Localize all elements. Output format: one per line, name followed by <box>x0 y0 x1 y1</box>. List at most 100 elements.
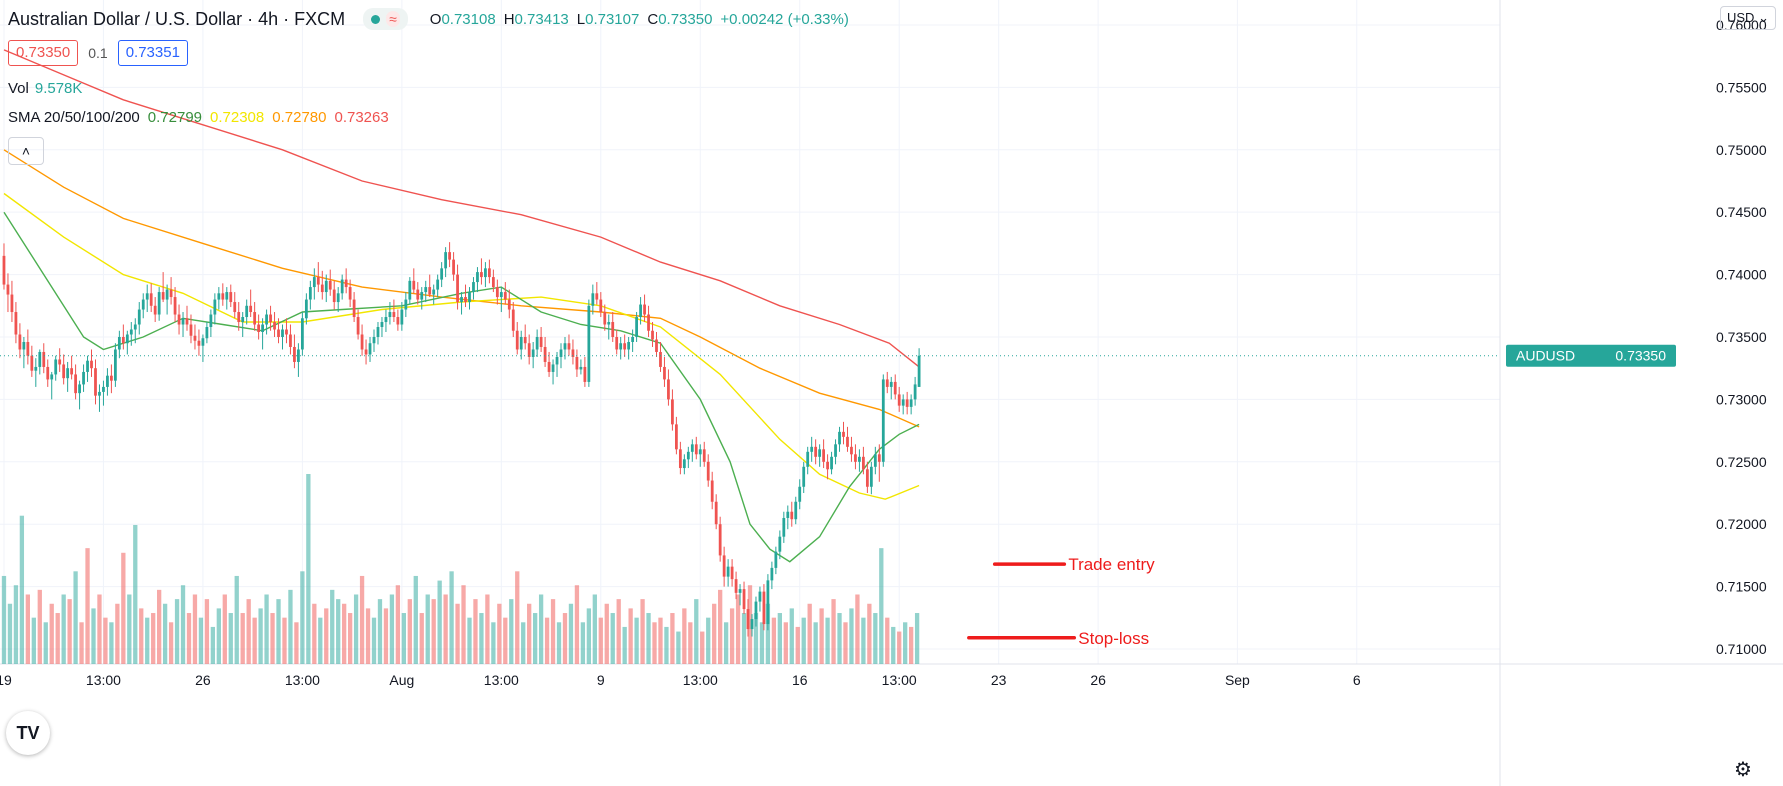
candle-body <box>237 312 241 323</box>
symbol-title[interactable]: Australian Dollar / U.S. Dollar · 4h · F… <box>8 8 346 29</box>
volume-bar <box>157 589 162 664</box>
candle-body <box>714 501 718 525</box>
sell-price-button[interactable]: 0.73350 <box>8 40 79 66</box>
candle <box>499 287 503 313</box>
candle <box>436 274 440 298</box>
volume-bar <box>246 599 251 664</box>
candle-body <box>66 368 70 379</box>
candle <box>480 258 483 285</box>
candle-body <box>893 381 897 395</box>
candle <box>611 312 615 342</box>
candle <box>145 284 149 313</box>
candle <box>511 302 515 337</box>
candle-body <box>754 601 758 620</box>
market-status[interactable]: ≈ <box>363 8 408 30</box>
candle-body <box>165 289 169 300</box>
candle <box>233 292 237 319</box>
candle-body <box>70 368 74 375</box>
candle <box>818 444 822 467</box>
volume-bar <box>467 617 472 664</box>
candle <box>519 330 523 360</box>
candle <box>495 279 499 305</box>
volume-legend[interactable]: Vol 9.578K <box>8 80 82 97</box>
candle <box>197 329 201 356</box>
candle-body <box>185 318 189 325</box>
time-tick-label: 19 <box>0 672 12 688</box>
ohlc-open: O0.73108 <box>429 10 496 28</box>
volume-bar <box>509 599 514 664</box>
candle-body <box>173 297 177 315</box>
candle-body <box>480 272 483 278</box>
volume-bar <box>634 617 639 664</box>
candle <box>579 359 583 375</box>
tradingview-logo[interactable]: TV <box>6 711 50 755</box>
candle <box>281 324 284 350</box>
candle <box>774 546 778 575</box>
sma-legend[interactable]: SMA 20/50/100/200 0.72799 0.72308 0.7278… <box>8 109 389 126</box>
candle <box>678 441 682 475</box>
candle-body <box>193 335 197 341</box>
candle <box>663 356 666 387</box>
candle <box>22 336 26 369</box>
candle <box>854 444 857 470</box>
volume-bar <box>813 622 818 664</box>
candle <box>905 391 909 415</box>
volume-bar <box>19 515 25 664</box>
spread-value: 0.1 <box>88 45 108 61</box>
candle-body <box>106 375 109 387</box>
candle <box>722 546 726 587</box>
candle <box>846 426 849 452</box>
annotation-label: Stop-loss <box>1078 629 1149 648</box>
candle-body <box>623 343 627 350</box>
time-tick-label: 13:00 <box>86 672 121 688</box>
candle-body <box>412 280 416 290</box>
candle <box>750 614 754 637</box>
volume-bar <box>127 594 132 664</box>
currency-select[interactable]: USD ⌄ <box>1720 6 1776 30</box>
candle <box>320 270 324 300</box>
gear-icon[interactable]: ⚙ <box>1734 759 1752 781</box>
candle-body <box>858 456 861 462</box>
candle <box>873 446 877 475</box>
candle-body <box>619 343 623 350</box>
candle <box>710 471 714 510</box>
candle-body <box>201 338 205 346</box>
candle <box>98 384 101 412</box>
candle <box>476 267 479 293</box>
volume-bar <box>718 589 723 664</box>
volume-bar <box>192 594 198 664</box>
candle <box>213 293 217 325</box>
candle <box>503 282 507 305</box>
candle <box>189 314 193 344</box>
volume-bar <box>706 617 711 664</box>
candle <box>643 294 646 323</box>
candle <box>420 287 424 310</box>
candle-body <box>380 322 384 328</box>
candle-body <box>10 294 14 313</box>
candle-body <box>730 566 734 580</box>
candle <box>897 386 901 412</box>
buy-price-button[interactable]: 0.73351 <box>117 40 188 66</box>
volume-bar <box>55 613 60 664</box>
candle <box>862 446 865 475</box>
collapse-legend-button[interactable]: ˄ <box>8 137 44 165</box>
volume-bar <box>831 599 836 664</box>
candle-body <box>241 317 245 323</box>
volume-bar <box>544 617 550 664</box>
candle <box>141 293 145 319</box>
candle <box>173 287 177 323</box>
candle-body <box>667 379 670 400</box>
candle-body <box>324 280 328 293</box>
volume-bar <box>151 613 156 664</box>
candle-body <box>320 284 324 293</box>
price-tick-label: 0.72000 <box>1716 516 1767 532</box>
candle-body <box>392 312 396 318</box>
candle-body <box>472 282 475 293</box>
volume-bar <box>646 613 651 664</box>
volume-bar <box>550 599 556 664</box>
candle-body <box>511 309 515 331</box>
candle <box>639 297 642 325</box>
candle-body <box>718 524 722 556</box>
volume-bar <box>759 622 765 664</box>
